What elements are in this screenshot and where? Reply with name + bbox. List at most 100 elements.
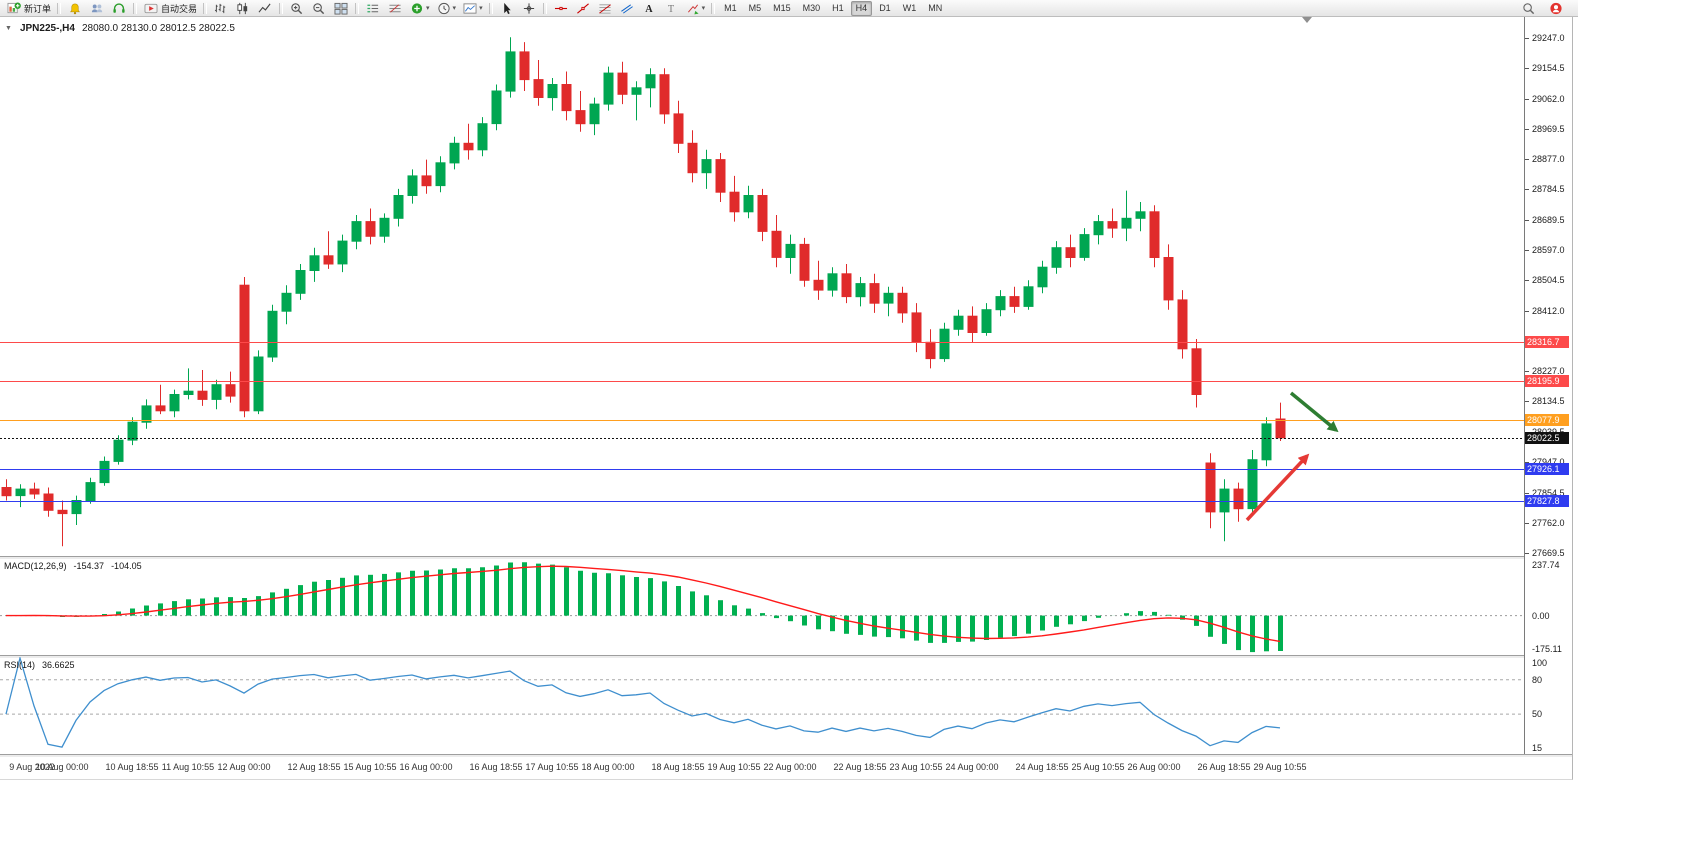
price-tag-28195.9: 28195.9 xyxy=(1525,375,1569,387)
toolbar-right-buttons xyxy=(1518,1,1575,16)
timeframe-button-m15[interactable]: M15 xyxy=(773,2,791,13)
candle-body xyxy=(421,175,432,187)
text-a-button[interactable]: A xyxy=(639,1,659,16)
candle-body xyxy=(393,195,404,219)
tile-windows-button[interactable] xyxy=(331,1,351,16)
rsi-line xyxy=(5,655,1281,748)
candle-body xyxy=(1205,462,1216,513)
timeframe-button-mn[interactable]: MN xyxy=(928,2,943,13)
pane-separator[interactable] xyxy=(0,655,1572,658)
channel-button[interactable] xyxy=(617,1,637,16)
autotrading-button[interactable]: 自动交易 xyxy=(141,1,199,16)
period-clock-button[interactable]: ▾ xyxy=(434,1,459,16)
macd-pane[interactable] xyxy=(0,558,1524,655)
timeframe-button-m1[interactable]: M1 xyxy=(724,2,737,13)
candle-body xyxy=(813,279,824,291)
alerts-button[interactable] xyxy=(65,1,85,16)
toolbar-separator xyxy=(279,2,284,14)
candle-body xyxy=(1051,247,1062,268)
new-order-button[interactable]: 新订单 xyxy=(4,1,53,16)
candle-body xyxy=(1037,266,1048,288)
pane-separator[interactable] xyxy=(0,556,1572,559)
chart-shift-marker[interactable] xyxy=(1302,17,1312,23)
time-label: 10 Aug 18:55 xyxy=(105,762,159,772)
price-axis[interactable]: 29247.0 29154.5 29062.0 28969.5 28877.0 28784… xyxy=(1524,16,1572,754)
zoom-out-button[interactable] xyxy=(309,1,329,16)
text-label-button[interactable]: T xyxy=(661,1,681,16)
price-tick-label: 28877.0 xyxy=(1532,154,1565,164)
templates-button[interactable]: ▾ xyxy=(460,1,485,16)
candle-body xyxy=(561,84,572,112)
candle-body xyxy=(435,162,446,187)
hline-icon xyxy=(553,2,569,15)
candle-body xyxy=(799,243,810,281)
time-axis[interactable]: 9 Aug 2022 10 Aug 00:00 10 Aug 18:55 11 Aug… xyxy=(0,757,1524,778)
resistance-arrow-down[interactable] xyxy=(1289,391,1339,433)
candle-body xyxy=(127,421,138,441)
autotrading-icon xyxy=(143,2,159,15)
fibonacci-button[interactable] xyxy=(595,1,615,16)
price-axis-tick xyxy=(1525,189,1529,190)
candle-body xyxy=(911,312,922,343)
price-tick-label: 28412.0 xyxy=(1532,306,1565,316)
accounts-button[interactable] xyxy=(87,1,107,16)
timeframe-button-w1[interactable]: W1 xyxy=(902,2,917,13)
search-button[interactable] xyxy=(1519,1,1539,16)
candle-body xyxy=(673,113,684,144)
support-button[interactable] xyxy=(109,1,129,16)
hline-button[interactable] xyxy=(551,1,571,16)
candle-body xyxy=(883,292,894,304)
new-order-icon xyxy=(6,2,22,15)
candle-body xyxy=(953,315,964,330)
price-axis-tick xyxy=(1525,99,1529,100)
rsi-name: RSI(14) xyxy=(4,660,36,670)
time-label: 10 Aug 00:00 xyxy=(35,762,89,772)
time-label: 12 Aug 18:55 xyxy=(287,762,341,772)
candle-body xyxy=(197,390,208,400)
trendline-icon xyxy=(575,2,591,15)
line-chart-button[interactable] xyxy=(255,1,275,16)
crosshair-icon xyxy=(521,2,537,15)
candle-body xyxy=(771,230,782,258)
candle-body xyxy=(211,384,222,400)
candle-body xyxy=(99,460,110,484)
zoom-in-button[interactable] xyxy=(287,1,307,16)
candle-body xyxy=(981,309,992,334)
objects-list-button[interactable] xyxy=(385,1,405,16)
trendline-button[interactable] xyxy=(573,1,593,16)
candle-body xyxy=(701,159,712,174)
timeframe-button-m30[interactable]: M30 xyxy=(802,2,821,13)
toolbar-separator xyxy=(57,2,62,14)
timeframe-button-m5[interactable]: M5 xyxy=(748,2,762,13)
support-arrow-up[interactable] xyxy=(1245,453,1310,522)
text-label-icon: T xyxy=(663,2,679,15)
candles-chart-button[interactable] xyxy=(233,1,253,16)
indicators-list-icon xyxy=(365,2,381,15)
add-indicator-button[interactable]: ▾ xyxy=(407,1,432,16)
price-chart-area[interactable] xyxy=(0,16,1524,556)
arrows-tool-button[interactable]: ▾ xyxy=(683,1,708,16)
bars-chart-button[interactable] xyxy=(211,1,231,16)
accounts-icon xyxy=(89,2,105,15)
add-indicator-icon xyxy=(409,2,425,15)
collapse-icon[interactable]: ▼ xyxy=(5,25,12,32)
timeframe-button-d1[interactable]: D1 xyxy=(879,2,891,13)
candle-body xyxy=(1247,459,1258,510)
rsi-pane[interactable] xyxy=(0,655,1524,754)
zoom-in-icon xyxy=(289,2,305,15)
crosshair-button[interactable] xyxy=(519,1,539,16)
candle-body xyxy=(855,283,866,298)
candle-body xyxy=(295,270,306,294)
support-icon xyxy=(111,2,127,15)
candle-body xyxy=(533,79,544,98)
fibonacci-icon xyxy=(597,2,613,15)
cursor-button[interactable] xyxy=(497,1,517,16)
candle-body xyxy=(15,488,26,497)
timeframe-button-h4[interactable]: H4 xyxy=(850,0,873,16)
pane-separator[interactable] xyxy=(0,754,1572,757)
community-button[interactable] xyxy=(1546,1,1566,16)
candle-body xyxy=(225,384,236,397)
candle-body xyxy=(449,142,460,164)
indicators-list-button[interactable] xyxy=(363,1,383,16)
timeframe-button-h1[interactable]: H1 xyxy=(832,2,844,13)
